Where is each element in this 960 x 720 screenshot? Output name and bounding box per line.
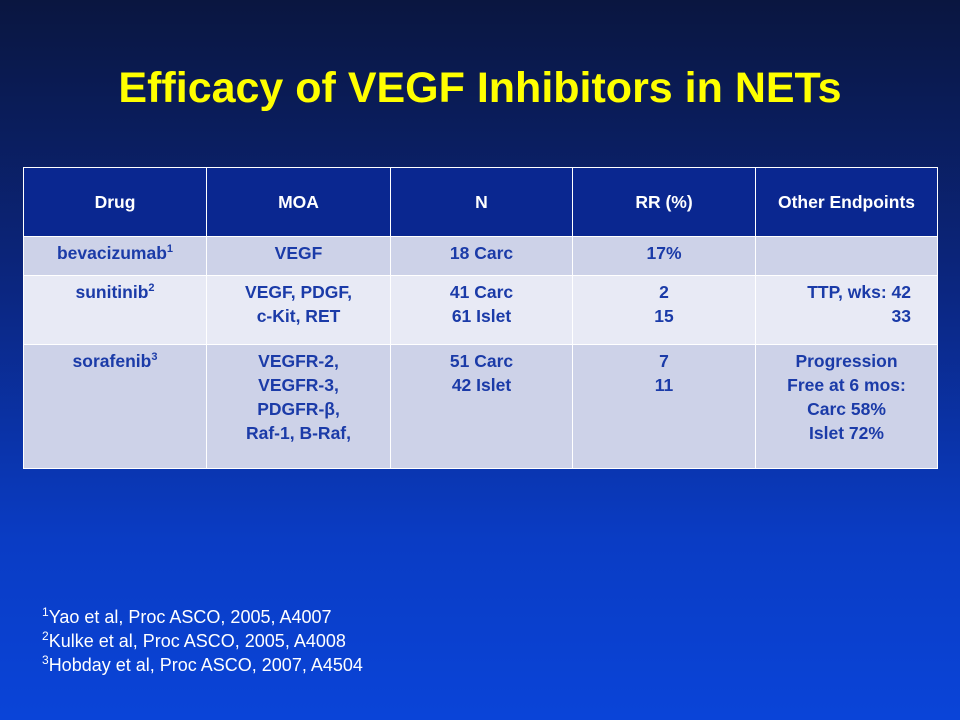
rr-line: 7 [659,351,669,371]
reference-num: 3 [42,653,49,667]
cell-n: 51 Carc 42 Islet [390,344,573,469]
drug-ref-sup: 2 [148,282,155,295]
header-moa: MOA [206,167,391,237]
cell-drug: sunitinib2 [23,275,207,345]
drug-ref-sup: 3 [151,351,158,364]
table-row: sunitinib2 VEGF, PDGF, c-Kit, RET 41 Car… [23,275,938,345]
drug-name: sorafenib [72,351,152,371]
rr-line: 2 [659,282,669,302]
header-rr: RR (%) [572,167,756,237]
other-line: Islet 72% [809,423,884,443]
other-line: 33 [891,306,911,326]
table-header-row: Drug MOA N RR (%) Other Endpoints [23,167,938,237]
cell-rr: 7 11 [572,344,756,469]
cell-n: 18 Carc [390,236,573,276]
rr-line: 15 [654,306,674,326]
cell-drug: sorafenib3 [23,344,207,469]
table-row: bevacizumab1 VEGF 18 Carc 17% [23,236,938,276]
n-line: 51 Carc [449,351,514,371]
moa-line: VEGF, PDGF, [245,282,352,302]
header-drug: Drug [23,167,207,237]
table-row: sorafenib3 VEGFR-2, VEGFR-3, PDGFR-β, Ra… [23,344,938,469]
cell-moa: VEGFR-2, VEGFR-3, PDGFR-β, Raf-1, B-Raf, [206,344,391,469]
drug-name: bevacizumab [56,243,167,263]
rr-line: 17% [646,243,682,263]
moa-line: VEGFR-2, [258,351,339,371]
drug-ref-sup: 1 [166,243,174,256]
moa-line: PDGFR-β, [257,399,340,419]
n-line: 61 Islet [451,306,512,326]
n-line: 18 Carc [449,243,514,263]
cell-moa: VEGF [206,236,391,276]
reference-item: 1Yao et al, Proc ASCO, 2005, A4007 [42,605,363,629]
reference-num: 1 [42,605,49,619]
reference-num: 2 [42,629,49,643]
reference-text: Kulke et al, Proc ASCO, 2005, A4008 [48,631,346,651]
cell-other: Progression Free at 6 mos: Carc 58% Isle… [755,344,938,469]
other-line: Free at 6 mos: [787,375,906,395]
cell-rr: 2 15 [572,275,756,345]
slide-title: Efficacy of VEGF Inhibitors in NETs [118,64,842,112]
n-line: 41 Carc [449,282,514,302]
header-n: N [390,167,573,237]
moa-line: VEGFR-3, [258,375,339,395]
reference-item: 2Kulke et al, Proc ASCO, 2005, A4008 [42,629,363,653]
cell-moa: VEGF, PDGF, c-Kit, RET [206,275,391,345]
cell-other: TTP, wks: 42 33 [755,275,938,345]
cell-drug: bevacizumab1 [23,236,207,276]
cell-n: 41 Carc 61 Islet [390,275,573,345]
efficacy-table: Drug MOA N RR (%) Other Endpoints bevaci… [23,167,938,469]
references: 1Yao et al, Proc ASCO, 2005, A4007 2Kulk… [42,605,363,677]
moa-line: Raf-1, B-Raf, [245,423,351,443]
header-other-endpoints: Other Endpoints [755,167,938,237]
reference-text: Hobday et al, Proc ASCO, 2007, A4504 [48,655,363,675]
cell-rr: 17% [572,236,756,276]
reference-text: Yao et al, Proc ASCO, 2005, A4007 [48,607,332,627]
drug-name: sunitinib [75,282,149,302]
reference-item: 3Hobday et al, Proc ASCO, 2007, A4504 [42,653,363,677]
other-line: Carc 58% [807,399,886,419]
other-line: TTP, wks: 42 [807,282,911,302]
rr-line: 11 [654,375,674,395]
n-line: 42 Islet [451,375,512,395]
other-line: Progression [795,351,898,371]
moa-line: c-Kit, RET [256,306,341,326]
moa-line: VEGF [274,243,323,263]
cell-other [755,236,938,276]
